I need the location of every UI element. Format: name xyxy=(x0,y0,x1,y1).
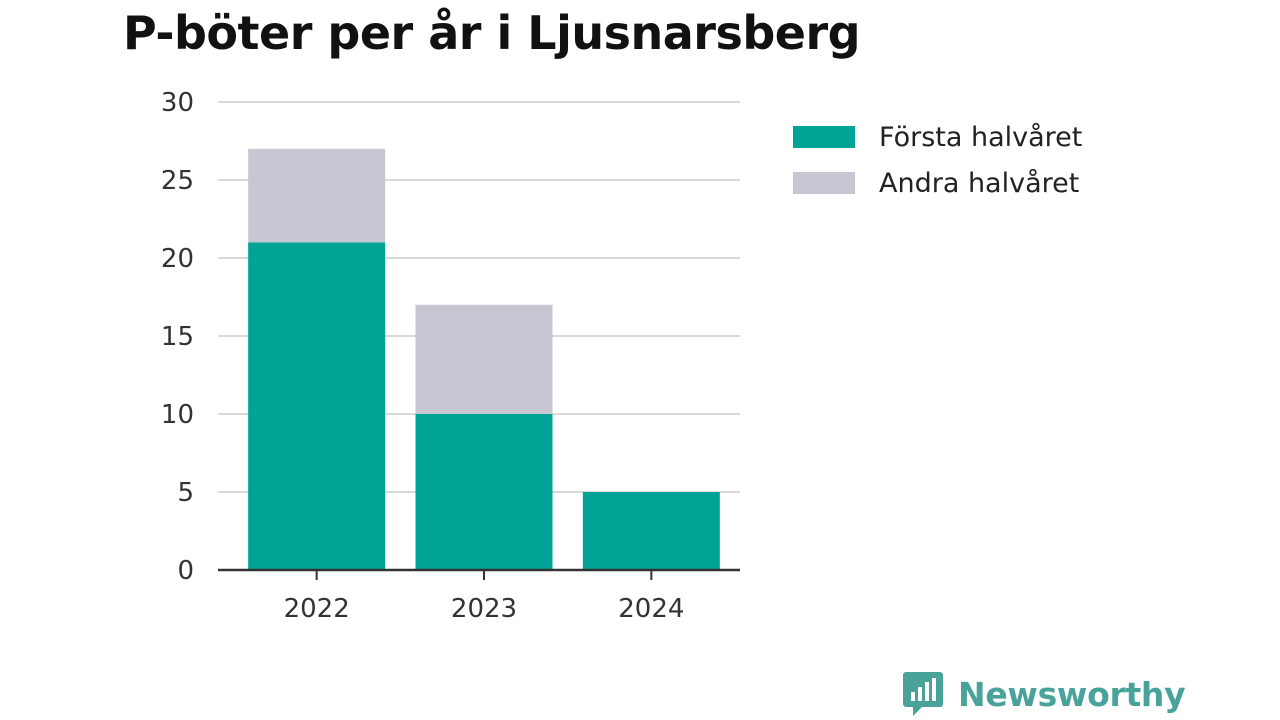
y-tick-label-15: 15 xyxy=(161,322,194,352)
x-tick-label-2023: 2023 xyxy=(451,594,517,624)
y-tick-label-20: 20 xyxy=(161,244,194,274)
y-tick-label-10: 10 xyxy=(161,400,194,430)
legend: Första halvåret Andra halvåret xyxy=(793,114,1082,206)
bar-2022-first-half xyxy=(248,242,386,570)
y-tick-label-30: 30 xyxy=(161,88,194,118)
legend-item-second-half: Andra halvåret xyxy=(793,160,1082,206)
legend-item-first-half: Första halvåret xyxy=(793,114,1082,160)
newsworthy-logo: Newsworthy xyxy=(902,670,1186,718)
legend-swatch-second-half xyxy=(793,172,855,194)
x-tick-label-2024: 2024 xyxy=(618,594,684,624)
bar-2023-second-half xyxy=(415,304,553,414)
legend-label-first-half: Första halvåret xyxy=(879,121,1083,153)
bar-2022-second-half xyxy=(248,148,386,243)
y-tick-label-25: 25 xyxy=(161,166,194,196)
legend-swatch-first-half xyxy=(793,126,855,148)
chart-title: P-böter per år i Ljusnarsberg xyxy=(123,6,861,60)
bar-2023-first-half xyxy=(415,414,553,570)
brand-name: Newsworthy xyxy=(958,674,1186,714)
bar-chart-speech-bubble-icon xyxy=(903,672,943,716)
y-tick-label-5: 5 xyxy=(177,478,194,508)
y-tick-label-0: 0 xyxy=(177,556,194,586)
x-tick-label-2022: 2022 xyxy=(284,594,350,624)
bar-2024-first-half xyxy=(582,492,720,570)
legend-label-second-half: Andra halvåret xyxy=(879,167,1080,199)
